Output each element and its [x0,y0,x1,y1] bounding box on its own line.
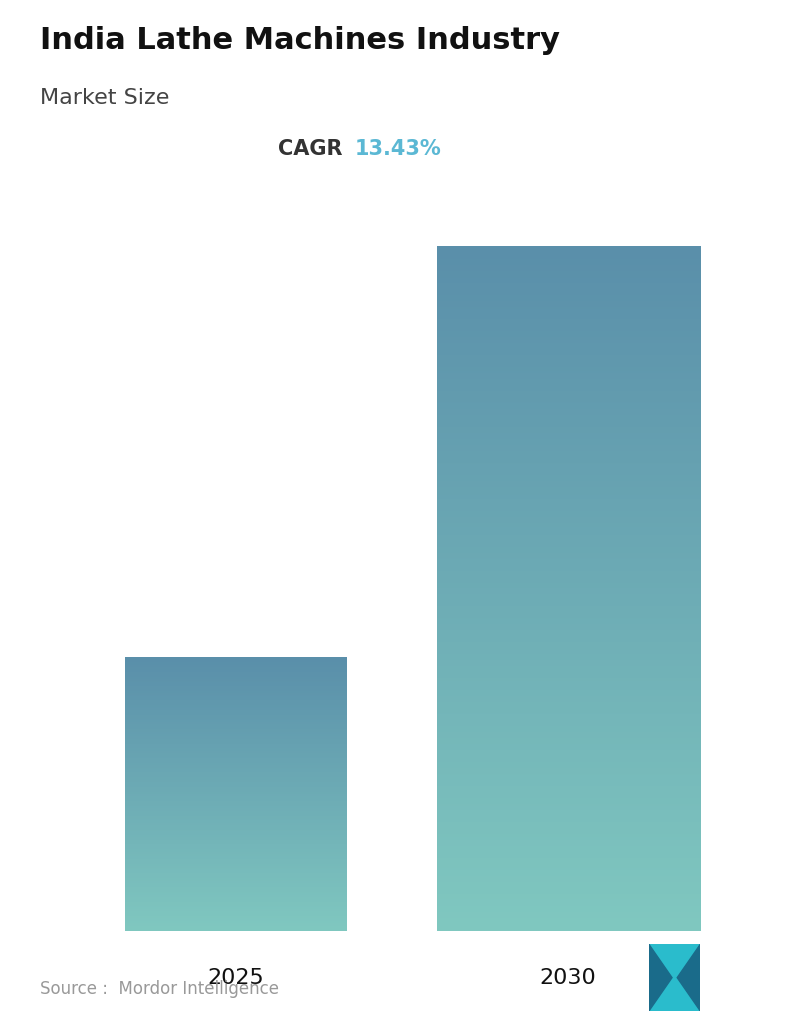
Text: Source :  Mordor Intelligence: Source : Mordor Intelligence [40,980,279,998]
Text: Market Size: Market Size [40,88,170,108]
Polygon shape [677,944,700,1011]
Text: 2025: 2025 [208,968,264,987]
Text: CAGR: CAGR [279,139,350,158]
Polygon shape [649,944,672,1011]
Text: 2030: 2030 [540,968,596,987]
Polygon shape [649,944,700,978]
Text: India Lathe Machines Industry: India Lathe Machines Industry [40,26,560,55]
Text: 13.43%: 13.43% [354,139,441,158]
Polygon shape [649,978,700,1011]
